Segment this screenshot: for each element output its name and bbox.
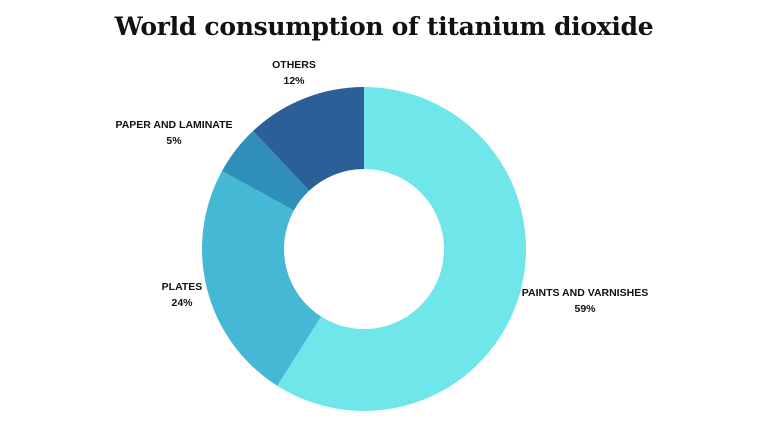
slice-label: OTHERS — [272, 59, 316, 71]
slice-plates — [201, 170, 322, 386]
slice-label: PAINTS AND VARNISHES — [522, 287, 648, 299]
chart-title: World consumption of titanium dioxide — [114, 12, 654, 41]
slice-value-label: 5% — [166, 135, 182, 147]
slice-label: PLATES — [162, 281, 203, 293]
slice-value-label: 12% — [283, 75, 305, 87]
slice-value-label: 24% — [171, 297, 193, 309]
slice-value-label: 59% — [574, 303, 596, 315]
slice-paints-and-varnishes — [277, 87, 526, 412]
slice-label: PAPER AND LAMINATE — [115, 119, 232, 131]
slice-others — [253, 87, 364, 191]
slice-paper-and-laminate — [222, 130, 310, 211]
